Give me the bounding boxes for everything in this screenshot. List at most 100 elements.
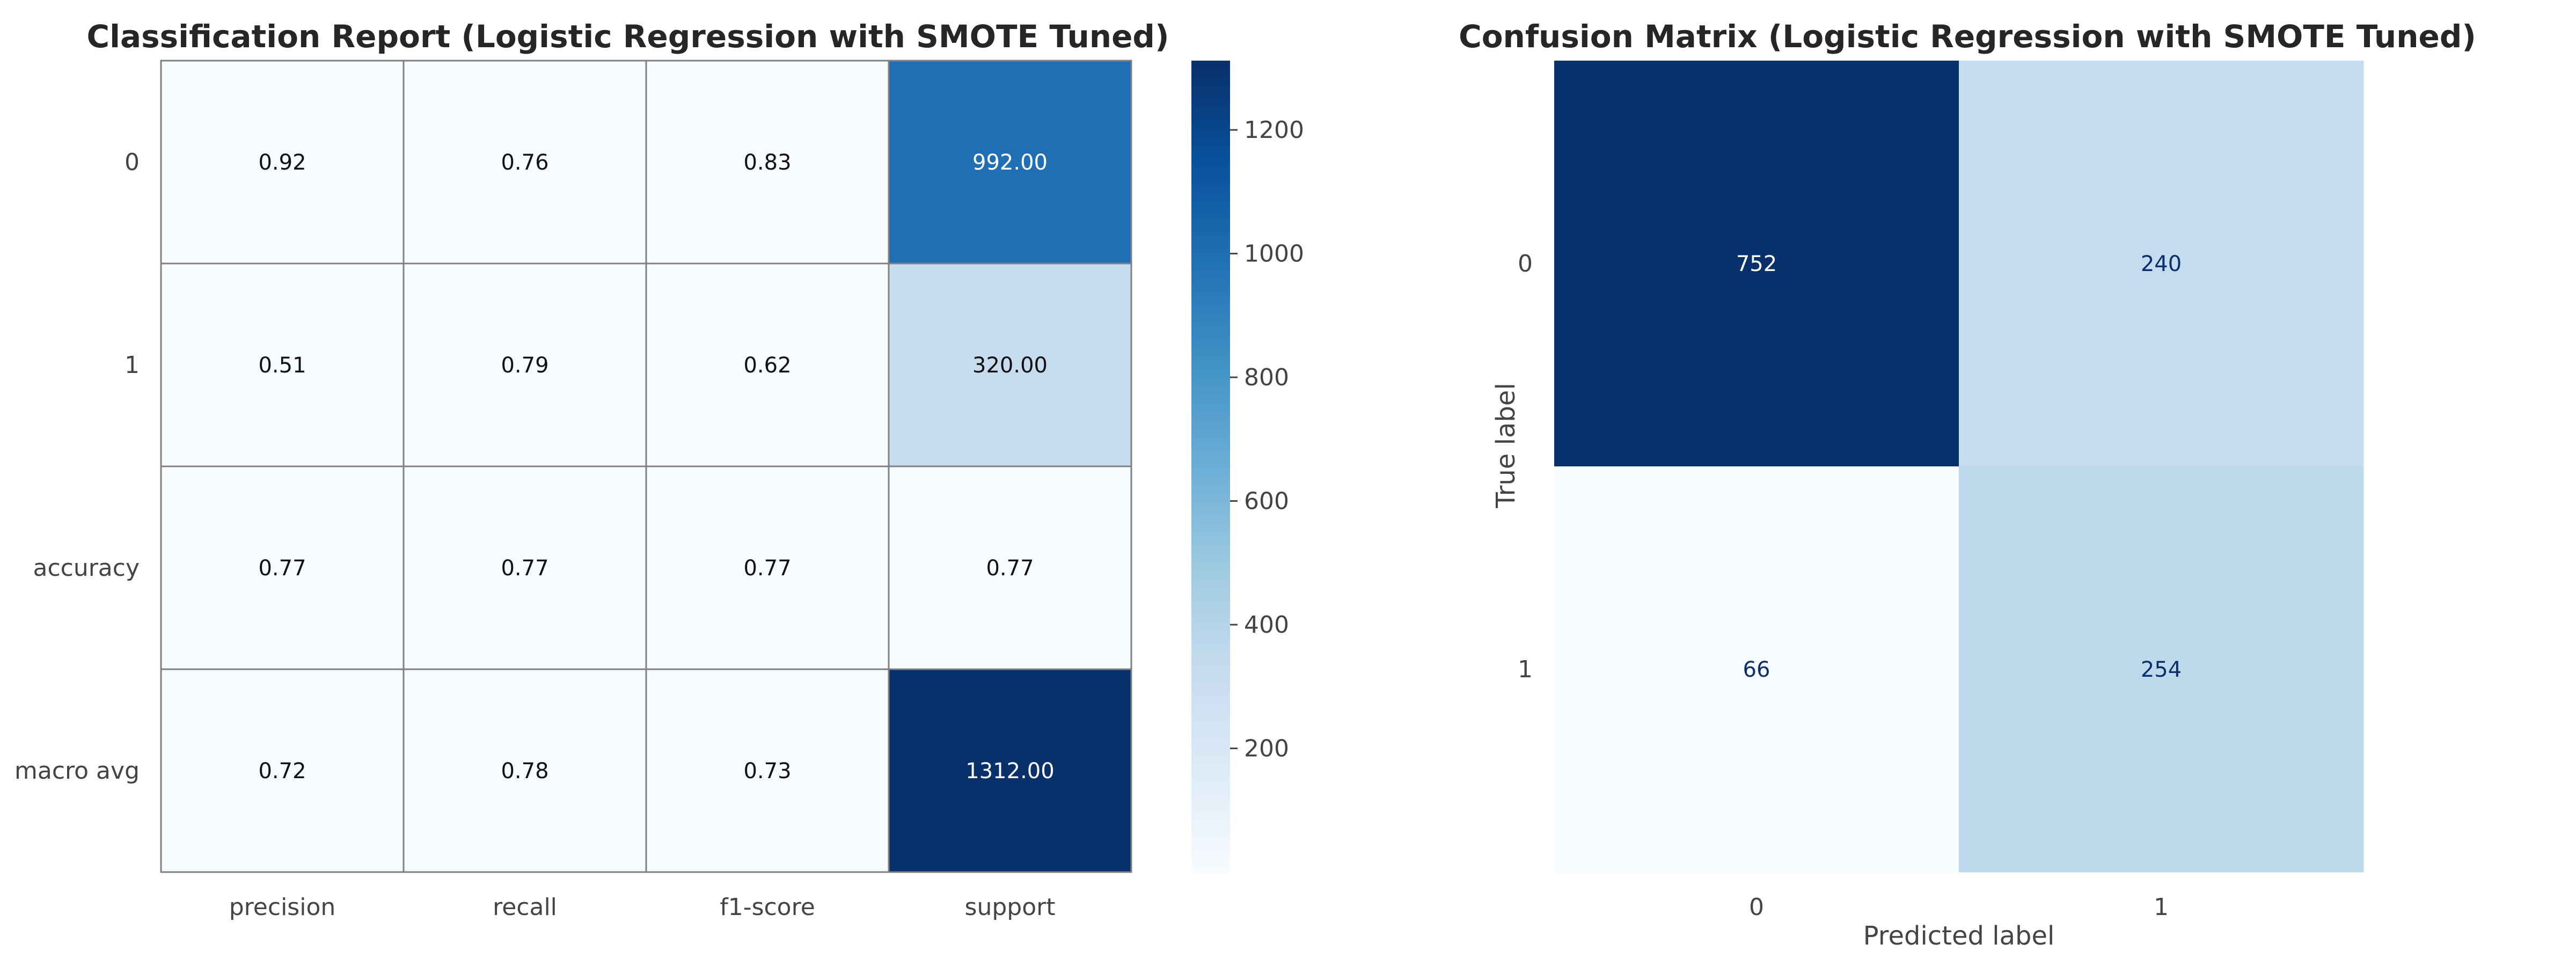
colorbar-segment — [1191, 228, 1230, 232]
colorbar-segment — [1191, 829, 1230, 832]
colorbar-segment — [1191, 863, 1230, 867]
colorbar-segment — [1191, 201, 1230, 204]
heatmap-cell — [888, 262, 1132, 467]
colorbar-segment — [1191, 163, 1230, 167]
colorbar-segment — [1191, 217, 1230, 221]
colorbar-segment — [1191, 288, 1230, 291]
colorbar-segment — [1191, 542, 1230, 545]
colorbar-segment — [1191, 520, 1230, 524]
colorbar-segment — [1191, 615, 1230, 619]
heatmap-cell-label: 0.77 — [986, 556, 1034, 581]
colorbar-segment — [1191, 837, 1230, 840]
colorbar-segment — [1191, 761, 1230, 765]
confusion-cell-label: 752 — [1736, 252, 1777, 276]
colorbar-segment — [1191, 450, 1230, 453]
colorbar-segment — [1191, 423, 1230, 427]
colorbar-segment — [1191, 813, 1230, 816]
colorbar-segment — [1191, 683, 1230, 686]
colorbar-segment — [1191, 720, 1230, 724]
colorbar-segment — [1191, 101, 1230, 105]
colorbar-segment — [1191, 120, 1230, 123]
colorbar-tick-label: 1200 — [1244, 116, 1304, 144]
colorbar-segment — [1191, 393, 1230, 397]
colorbar-segment — [1191, 469, 1230, 472]
colorbar-segment — [1191, 772, 1230, 775]
colorbar-segment — [1191, 512, 1230, 516]
confusion-matrix-ylabel: True label — [1491, 383, 1521, 508]
colorbar-segment — [1191, 675, 1230, 678]
colorbar-segment — [1191, 691, 1230, 694]
colorbar-segment — [1191, 847, 1230, 851]
confusion-matrix-cells: 752 240 66 254 — [1554, 61, 2364, 873]
colorbar-segment — [1191, 98, 1230, 102]
colorbar-segment — [1191, 463, 1230, 467]
colorbar-segment — [1191, 612, 1230, 616]
colorbar-segment — [1191, 215, 1230, 218]
colorbar-segment — [1191, 342, 1230, 345]
colorbar-segment — [1191, 482, 1230, 486]
colorbar-segment — [1191, 577, 1230, 581]
colorbar-segment — [1191, 839, 1230, 843]
heatmap-cell — [888, 60, 1132, 265]
colorbar-segment — [1191, 309, 1230, 313]
colorbar-segment — [1191, 748, 1230, 751]
colorbar-segment — [1191, 320, 1230, 324]
colorbar-segment — [1191, 428, 1230, 432]
colorbar-segment — [1191, 142, 1230, 145]
classification-report-row-ticks: 0 1 accuracy macro avg — [14, 149, 140, 785]
classification-report-title: Classification Report (Logistic Regressi… — [87, 18, 1169, 55]
colorbar-segment — [1191, 358, 1230, 362]
colorbar-segment — [1191, 296, 1230, 299]
row-tick-label: 1 — [125, 352, 140, 379]
colorbar-segment — [1191, 85, 1230, 89]
colorbar-segment — [1191, 407, 1230, 410]
colorbar-segment — [1191, 385, 1230, 389]
colorbar-segment — [1191, 523, 1230, 526]
colorbar-segment — [1191, 361, 1230, 364]
colorbar-tick-label: 1000 — [1244, 240, 1304, 268]
colorbar-segment — [1191, 241, 1230, 245]
colorbar-segment — [1191, 774, 1230, 778]
colorbar-segment — [1191, 718, 1230, 721]
colorbar-segment — [1191, 298, 1230, 302]
colorbar-segment — [1191, 564, 1230, 567]
colorbar-segment — [1191, 628, 1230, 632]
colorbar-segment — [1191, 382, 1230, 386]
colorbar-segment — [1191, 588, 1230, 591]
colorbar-segment — [1191, 488, 1230, 492]
colorbar-segment — [1191, 728, 1230, 732]
colorbar-segment — [1191, 379, 1230, 383]
colorbar-segment — [1191, 593, 1230, 597]
colorbar-segment — [1191, 282, 1230, 286]
colorbar-segment — [1191, 472, 1230, 475]
colorbar-segment — [1191, 799, 1230, 802]
colorbar-segment — [1191, 158, 1230, 162]
colorbar-segment — [1191, 782, 1230, 786]
colorbar-segment — [1191, 74, 1230, 78]
colorbar-segment — [1191, 574, 1230, 578]
colorbar-segment — [1191, 582, 1230, 586]
colorbar-segment — [1191, 861, 1230, 865]
colorbar-segment — [1191, 537, 1230, 540]
colorbar-segment — [1191, 196, 1230, 199]
colorbar-segment — [1191, 455, 1230, 459]
colorbar-segment — [1191, 555, 1230, 559]
colorbar-segment — [1191, 477, 1230, 480]
colorbar-segment — [1191, 325, 1230, 329]
colorbar-segment — [1191, 769, 1230, 773]
colorbar-segment — [1191, 485, 1230, 489]
colorbar-segment — [1191, 223, 1230, 226]
colorbar-segment — [1191, 791, 1230, 794]
colorbar-segment — [1191, 777, 1230, 781]
colorbar-segment — [1191, 63, 1230, 67]
colorbar-segment — [1191, 269, 1230, 272]
colorbar-segment — [1191, 147, 1230, 151]
colorbar-segment — [1191, 845, 1230, 848]
colorbar-segment — [1191, 314, 1230, 318]
colorbar-segment — [1191, 731, 1230, 735]
colorbar-segment — [1191, 515, 1230, 518]
colorbar-segment — [1191, 290, 1230, 294]
colorbar-segment — [1191, 607, 1230, 610]
colorbar-segment — [1191, 207, 1230, 210]
